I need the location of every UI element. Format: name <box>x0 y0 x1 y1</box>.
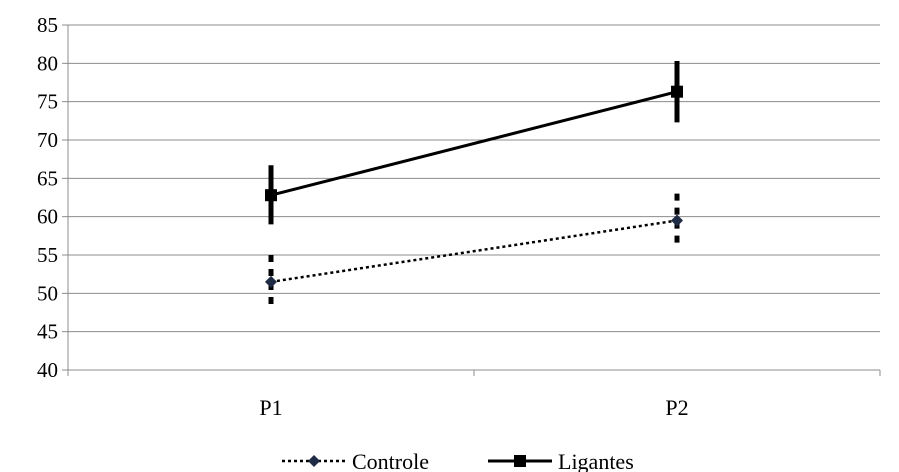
axes <box>67 25 880 371</box>
x-tick-label: P2 <box>665 395 688 420</box>
grid-lines <box>68 24 880 333</box>
y-tick-label: 50 <box>37 281 58 305</box>
y-tick-label: 75 <box>37 90 58 114</box>
legend-marker-controle <box>308 455 320 467</box>
x-tick-label: P1 <box>259 395 282 420</box>
y-tick-label: 85 <box>37 13 58 37</box>
series-line-ligantes <box>270 90 678 197</box>
marker-ligantes <box>265 189 277 202</box>
series-line-controle <box>270 219 678 284</box>
marker-ligantes <box>671 85 683 98</box>
legend-label-ligantes: Ligantes <box>558 449 634 472</box>
legend-marker-ligantes <box>514 455 526 467</box>
y-tick-label: 45 <box>37 320 58 344</box>
marker-controle <box>265 275 277 288</box>
legend-label-controle: Controle <box>352 449 429 472</box>
x-axis-ticks: P1 P2 <box>67 370 881 420</box>
y-tick-label: 80 <box>37 51 58 75</box>
legend: Controle Ligantes <box>282 449 634 472</box>
marker-controle <box>671 214 683 227</box>
y-tick-label: 40 <box>37 358 58 382</box>
y-tick-label: 70 <box>37 128 58 152</box>
y-axis-ticks: 40 45 50 55 60 65 70 75 80 85 <box>37 13 68 382</box>
y-tick-label: 55 <box>37 243 58 267</box>
series-group <box>265 61 683 309</box>
y-tick-label: 65 <box>37 166 58 190</box>
y-tick-label: 60 <box>37 205 58 229</box>
